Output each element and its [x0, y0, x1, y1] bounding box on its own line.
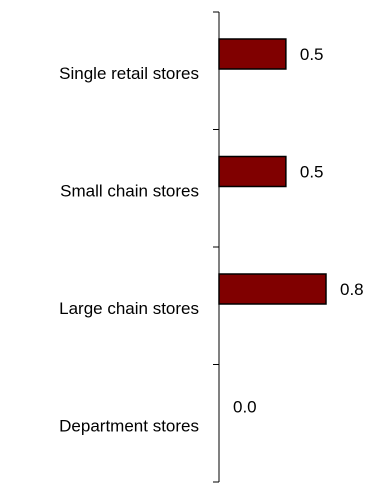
category-label: Small chain stores [60, 182, 199, 201]
data-label: 0.5 [300, 163, 324, 182]
bars [218, 38, 327, 305]
category-label: Department stores [59, 417, 199, 436]
category-ticks [213, 11, 219, 483]
bar [218, 38, 287, 70]
category-label: Large chain stores [59, 299, 199, 318]
category-label: Single retail stores [59, 64, 199, 83]
bar [218, 273, 327, 305]
data-label: 0.8 [340, 280, 364, 299]
bar [218, 155, 287, 188]
data-label: 0.5 [300, 45, 324, 64]
value-labels: 0.5 0.5 0.8 0.0 [233, 45, 364, 417]
data-label: 0.0 [233, 398, 257, 417]
category-labels: Single retail stores Small chain stores La… [59, 64, 199, 436]
